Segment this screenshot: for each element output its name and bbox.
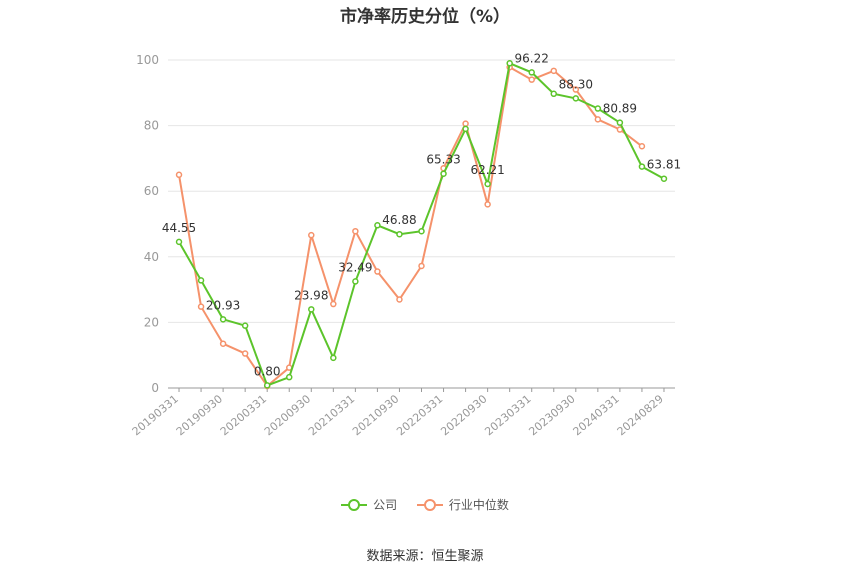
data-point bbox=[308, 231, 315, 239]
data-point bbox=[506, 60, 513, 67]
data-point bbox=[374, 222, 381, 229]
data-point bbox=[660, 175, 668, 182]
data-label: 32.49 bbox=[338, 260, 372, 274]
data-point bbox=[197, 303, 205, 310]
data-point bbox=[263, 382, 271, 389]
data-point bbox=[352, 278, 359, 285]
data-point bbox=[528, 76, 535, 83]
x-tick-label: 20190331 bbox=[130, 392, 181, 438]
series-line-1 bbox=[178, 65, 643, 388]
data-point bbox=[418, 262, 425, 270]
data-point bbox=[330, 300, 337, 308]
data-label: 23.98 bbox=[294, 288, 328, 302]
data-label: 20.93 bbox=[206, 298, 240, 312]
data-point bbox=[175, 238, 183, 246]
data-point bbox=[330, 354, 337, 362]
chart-title: 市净率历史分位（%） bbox=[339, 7, 511, 27]
data-point bbox=[308, 306, 315, 313]
data-point bbox=[241, 322, 249, 329]
y-tick-label: 80 bbox=[144, 119, 159, 133]
data-label: 96.22 bbox=[515, 51, 549, 65]
legend-item-company[interactable]: 公司 bbox=[341, 496, 397, 513]
data-point bbox=[418, 227, 425, 235]
data-label: 80.89 bbox=[603, 102, 637, 116]
x-tick-label: 20240829 bbox=[615, 392, 666, 438]
data-point bbox=[638, 163, 646, 170]
data-point bbox=[638, 143, 646, 150]
y-tick-label: 20 bbox=[144, 315, 159, 329]
data-point bbox=[197, 277, 205, 284]
x-tick-label: 20200331 bbox=[218, 392, 269, 438]
data-point bbox=[396, 230, 403, 238]
x-tick-label: 20220331 bbox=[394, 392, 445, 438]
x-tick-label: 20190930 bbox=[174, 392, 225, 438]
data-point bbox=[352, 227, 359, 235]
y-tick-label: 40 bbox=[144, 250, 159, 264]
legend: 公司 行业中位数 bbox=[0, 496, 850, 514]
legend-marker-company bbox=[341, 498, 368, 511]
data-label: 65.33 bbox=[426, 153, 460, 167]
data-label: 63.81 bbox=[647, 158, 681, 172]
data-point bbox=[219, 340, 227, 347]
data-point bbox=[594, 116, 602, 123]
data-point bbox=[572, 86, 580, 93]
data-point bbox=[285, 373, 293, 381]
data-point bbox=[484, 201, 491, 208]
data-label: 0.80 bbox=[254, 364, 281, 378]
data-point bbox=[572, 95, 580, 102]
legend-item-industry-median[interactable]: 行业中位数 bbox=[416, 496, 509, 513]
data-point bbox=[462, 125, 469, 133]
data-label: 46.88 bbox=[382, 213, 416, 227]
data-label: 44.55 bbox=[162, 221, 196, 235]
source-note: 数据来源：恒生聚源 bbox=[366, 549, 484, 564]
legend-label-industry-median: 行业中位数 bbox=[448, 498, 509, 512]
data-point bbox=[374, 268, 381, 275]
data-point bbox=[484, 180, 491, 188]
y-tick-label: 60 bbox=[144, 184, 159, 198]
data-point bbox=[175, 171, 183, 179]
data-point bbox=[594, 105, 602, 112]
data-point bbox=[616, 119, 624, 126]
data-label: 62.21 bbox=[470, 163, 504, 177]
data-point bbox=[528, 69, 535, 76]
x-tick-label: 20220930 bbox=[438, 392, 489, 438]
x-tick-label: 20240331 bbox=[571, 392, 622, 438]
data-point bbox=[550, 90, 558, 98]
y-tick-label: 0 bbox=[151, 381, 159, 395]
x-tick-label: 20210331 bbox=[306, 392, 357, 438]
y-tick-label: 100 bbox=[136, 53, 159, 67]
data-point bbox=[241, 350, 249, 357]
x-tick-label: 20230331 bbox=[482, 392, 533, 438]
x-tick-label: 20210930 bbox=[350, 392, 401, 438]
legend-label-company: 公司 bbox=[373, 498, 398, 512]
legend-marker-industry-median bbox=[416, 498, 443, 511]
data-label: 88.30 bbox=[559, 77, 593, 91]
x-tick-label: 20200930 bbox=[262, 392, 313, 438]
data-point bbox=[462, 120, 469, 127]
data-point bbox=[550, 67, 558, 75]
data-point bbox=[219, 316, 227, 323]
data-point bbox=[396, 296, 403, 303]
data-point bbox=[440, 170, 447, 177]
x-tick-label: 20230930 bbox=[526, 392, 577, 438]
